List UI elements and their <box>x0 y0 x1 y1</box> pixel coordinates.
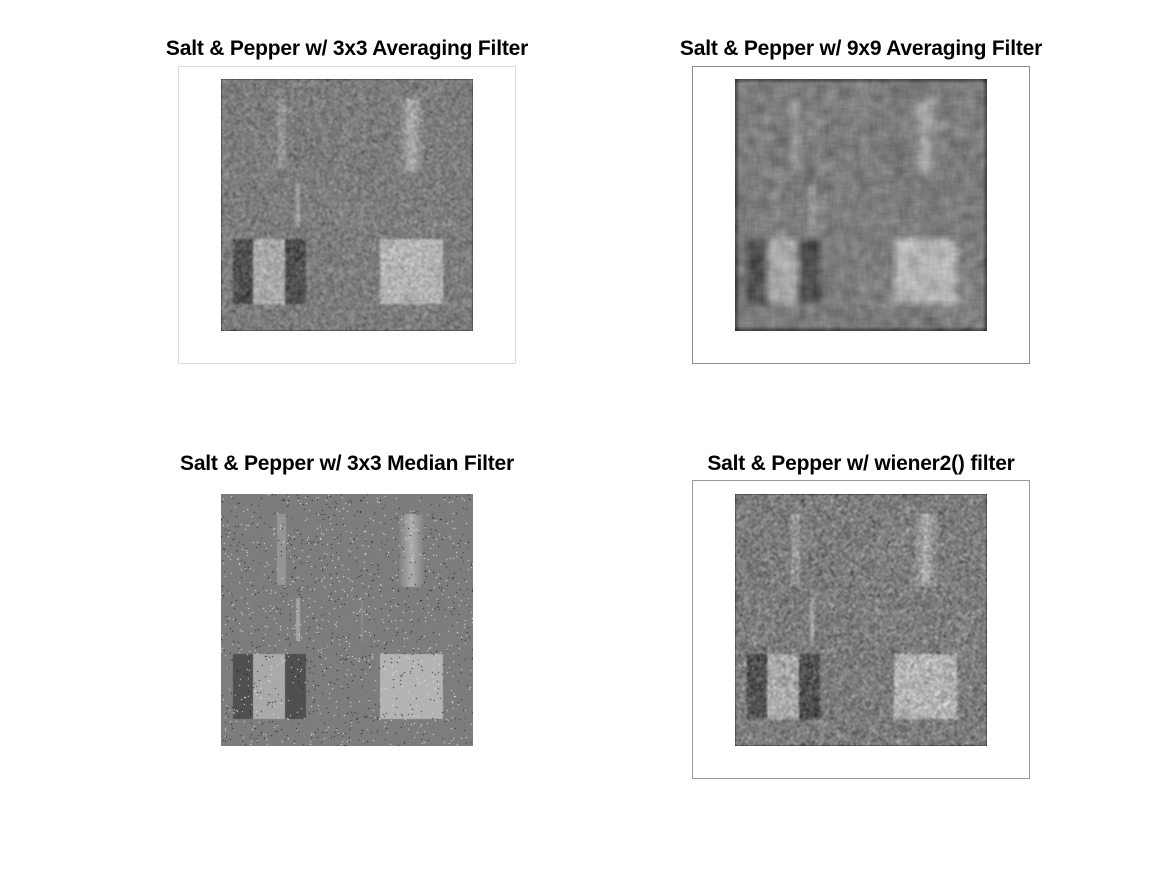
image-3x3-median <box>221 494 473 746</box>
image-3x3-averaging <box>221 79 473 331</box>
panel-title-3x3-median: Salt & Pepper w/ 3x3 Median Filter <box>180 452 514 475</box>
panel-title-9x9-averaging: Salt & Pepper w/ 9x9 Averaging Filter <box>679 37 1043 60</box>
image-wiener2 <box>735 494 987 746</box>
panel-title-wiener2: Salt & Pepper w/ wiener2() filter <box>707 452 1015 475</box>
image-9x9-averaging <box>735 79 987 331</box>
panel-title-3x3-averaging: Salt & Pepper w/ 3x3 Averaging Filter <box>165 37 529 60</box>
